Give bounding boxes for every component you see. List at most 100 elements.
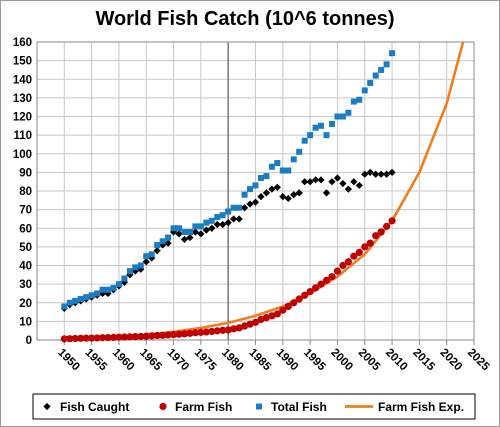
point-total-fish	[361, 87, 368, 94]
point-farm-fish	[82, 334, 90, 342]
legend-label: Farm Fish	[175, 400, 232, 414]
legend-label: Fish Caught	[60, 400, 129, 414]
point-farm-fish	[339, 261, 347, 270]
point-total-fish	[252, 182, 259, 189]
point-total-fish	[279, 167, 286, 174]
point-fish-caught	[284, 194, 292, 203]
point-farm-fish	[164, 331, 172, 339]
point-farm-fish	[350, 252, 358, 260]
point-total-fish	[110, 284, 117, 291]
x-tick-label: 1995	[301, 347, 328, 374]
point-total-fish	[274, 160, 281, 167]
point-farm-fish	[328, 273, 336, 281]
point-total-fish	[367, 79, 374, 86]
point-total-fish	[154, 242, 161, 249]
point-farm-fish	[317, 280, 325, 288]
y-tick-label: 120	[13, 112, 32, 124]
legend-label: Total Fish	[271, 400, 327, 414]
point-fish-caught	[197, 230, 205, 238]
point-farm-fish	[361, 243, 369, 251]
y-tick-label: 110	[13, 130, 32, 142]
point-farm-fish	[383, 222, 391, 230]
point-farm-fish	[98, 334, 107, 342]
point-total-fish	[339, 113, 346, 120]
point-total-fish	[378, 66, 385, 73]
point-total-fish	[148, 251, 155, 258]
point-total-fish	[61, 303, 68, 310]
point-farm-fish	[175, 330, 183, 338]
point-farm-fish	[333, 267, 342, 275]
point-total-fish	[99, 286, 106, 293]
point-fish-caught	[137, 265, 145, 273]
point-total-fish	[165, 234, 172, 241]
x-tick-label: 2015	[410, 347, 437, 374]
point-fish-caught	[322, 189, 331, 197]
point-total-fish	[219, 212, 226, 219]
point-total-fish	[88, 292, 95, 299]
x-tick-label: 1955	[83, 347, 110, 374]
point-farm-fish	[377, 228, 385, 236]
point-total-fish	[77, 296, 84, 303]
point-total-fish	[214, 214, 221, 221]
point-fish-caught	[213, 220, 221, 229]
point-total-fish	[121, 275, 128, 282]
point-fish-caught	[246, 200, 254, 208]
point-farm-fish	[301, 291, 309, 299]
point-total-fish	[268, 163, 275, 170]
x-tick-label: 2005	[356, 347, 383, 374]
y-tick-label: 90	[19, 167, 32, 179]
point-farm-fish	[169, 330, 178, 339]
x-tick-label: 2000	[328, 347, 355, 374]
point-farm-fish	[109, 333, 118, 341]
x-tick-label: 2010	[383, 347, 410, 374]
chart-title: World Fish Catch (10^6 tonnes)	[95, 8, 394, 30]
point-farm-fish	[235, 324, 243, 332]
x-tick-label: 1975	[192, 347, 219, 374]
legend-label: Farm Fish Exp.	[378, 400, 464, 414]
point-total-fish	[159, 238, 166, 245]
point-fish-caught	[164, 239, 172, 247]
legend-key-total-fish	[256, 403, 262, 410]
point-fish-caught	[120, 278, 128, 286]
y-tick-label: 0	[26, 335, 32, 347]
legend: Fish Caught Farm Fish Total Fish Farm Fish …	[32, 393, 476, 420]
point-total-fish	[83, 294, 90, 301]
point-farm-fish	[372, 232, 380, 240]
y-tick-label: 130	[13, 93, 32, 105]
x-tick-label: 2020	[438, 347, 465, 374]
point-total-fish	[236, 204, 243, 211]
point-total-fish	[318, 122, 325, 129]
point-fish-caught	[219, 220, 227, 229]
point-fish-caught	[383, 170, 391, 178]
point-farm-fish	[322, 276, 331, 284]
x-tick-label: 1965	[137, 347, 164, 374]
point-farm-fish	[197, 328, 205, 336]
point-fish-caught	[180, 235, 189, 244]
point-fish-caught	[240, 204, 249, 212]
point-total-fish	[186, 228, 193, 235]
point-farm-fish	[180, 330, 189, 338]
point-total-fish	[356, 96, 363, 103]
point-total-fish	[257, 174, 264, 181]
point-fish-caught	[131, 267, 139, 275]
point-farm-fish	[213, 327, 221, 335]
x-tick-label: 1950	[55, 347, 82, 374]
point-total-fish	[328, 120, 335, 127]
point-farm-fish	[251, 318, 260, 326]
point-farm-fish	[311, 284, 320, 292]
point-fish-caught	[175, 230, 183, 238]
point-total-fish	[181, 228, 188, 235]
point-fish-caught	[295, 189, 303, 197]
point-fish-caught	[202, 226, 210, 234]
point-farm-fish	[208, 327, 216, 336]
point-farm-fish	[355, 248, 363, 257]
y-axis-ticks: 0 10 20 30 40 50 60 70 80 90 100 110 120 130 140 150 160	[13, 37, 32, 347]
point-fish-caught	[355, 181, 363, 190]
point-total-fish	[389, 50, 396, 57]
point-total-fish	[66, 299, 73, 306]
point-farm-fish	[77, 334, 85, 342]
point-total-fish	[225, 208, 232, 215]
point-farm-fish	[191, 329, 200, 337]
point-fish-caught	[235, 215, 243, 223]
x-tick-label: 2025	[465, 347, 492, 374]
